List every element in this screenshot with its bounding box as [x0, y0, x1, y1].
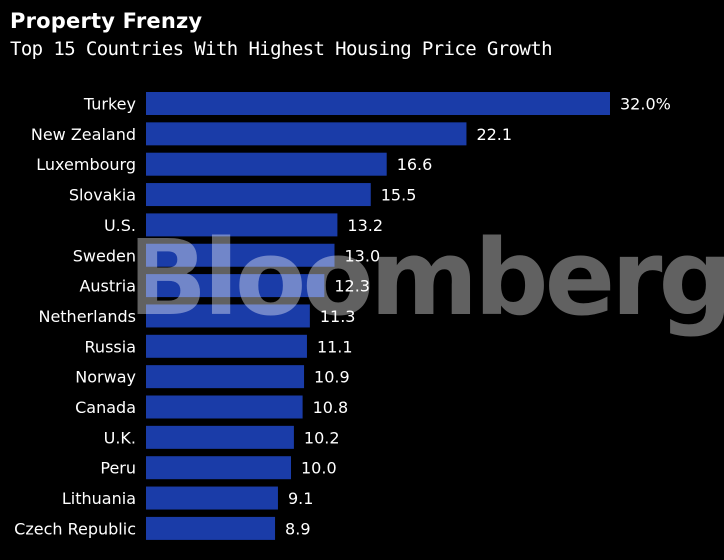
value-label-canada: 10.8	[313, 398, 349, 417]
category-label-canada: Canada	[75, 398, 136, 417]
category-label-russia: Russia	[85, 337, 136, 356]
bar-netherlands	[146, 304, 310, 328]
value-label-peru: 10.0	[301, 459, 337, 478]
chart-title: Property Frenzy	[10, 9, 203, 33]
category-label-new-zealand: New Zealand	[31, 125, 136, 144]
category-label-norway: Norway	[75, 368, 136, 387]
category-label-sweden: Sweden	[73, 246, 136, 265]
bar-new-zealand	[146, 122, 467, 146]
category-label-austria: Austria	[79, 277, 136, 296]
bar-lithuania	[146, 486, 278, 510]
bar-austria	[146, 274, 325, 298]
bar-russia	[146, 334, 307, 358]
category-label-peru: Peru	[100, 459, 136, 478]
value-label-sweden: 13.0	[345, 246, 381, 265]
bar-u-s	[146, 213, 338, 237]
value-label-norway: 10.9	[314, 368, 350, 387]
value-label-luxembourg: 16.6	[397, 155, 433, 174]
category-label-netherlands: Netherlands	[38, 307, 136, 326]
value-label-turkey: 32.0%	[620, 95, 671, 114]
category-label-lithuania: Lithuania	[62, 489, 136, 508]
bar-peru	[146, 456, 291, 480]
category-label-luxembourg: Luxembourg	[36, 155, 136, 174]
value-label-lithuania: 9.1	[288, 489, 313, 508]
bar-slovakia	[146, 183, 371, 207]
value-label-czech-republic: 8.9	[285, 519, 310, 538]
bar-czech-republic	[146, 516, 276, 540]
chart-subtitle: Top 15 Countries With Highest Housing Pr…	[10, 38, 553, 60]
value-label-u-s: 13.2	[347, 216, 383, 235]
value-label-u-k: 10.2	[304, 428, 340, 447]
category-label-czech-republic: Czech Republic	[14, 519, 136, 538]
value-label-new-zealand: 22.1	[476, 125, 512, 144]
bar-norway	[146, 365, 305, 389]
value-label-russia: 11.1	[317, 337, 353, 356]
category-label-slovakia: Slovakia	[69, 186, 136, 205]
value-label-slovakia: 15.5	[381, 186, 417, 205]
bar-turkey	[146, 92, 610, 115]
bar-luxembourg	[146, 152, 387, 176]
category-label-turkey: Turkey	[83, 95, 136, 114]
bar-canada	[146, 395, 303, 419]
category-label-u-k: U.K.	[104, 428, 136, 447]
value-label-netherlands: 11.3	[320, 307, 356, 326]
category-label-u-s: U.S.	[104, 216, 136, 235]
bar-sweden	[146, 243, 335, 267]
value-label-austria: 12.3	[334, 277, 370, 296]
bar-u-k	[146, 425, 294, 449]
